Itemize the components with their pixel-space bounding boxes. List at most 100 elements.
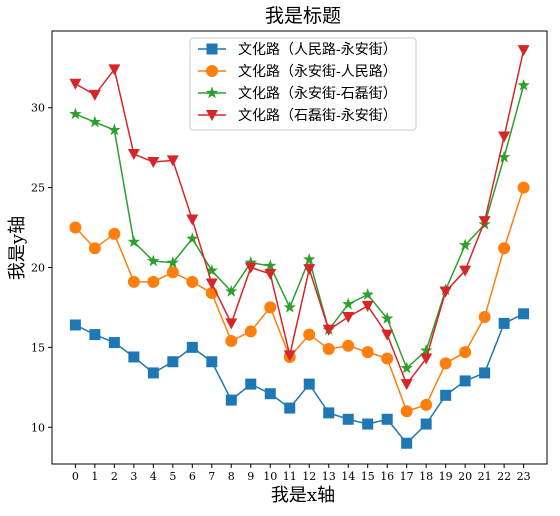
data-point xyxy=(284,402,296,414)
data-point xyxy=(478,311,491,324)
x-tick-label: 1 xyxy=(91,470,98,483)
data-point xyxy=(459,265,472,277)
data-point xyxy=(303,264,316,276)
legend-marker xyxy=(206,43,218,55)
data-point xyxy=(303,328,316,341)
legend-box xyxy=(189,37,417,131)
data-point xyxy=(108,123,121,136)
data-point xyxy=(264,388,276,400)
legend-item: 文化路（石磊街-永安街） xyxy=(198,108,397,124)
legend-marker xyxy=(206,65,218,77)
data-point xyxy=(381,352,394,365)
legend-marker xyxy=(205,86,219,99)
legend-item: 文化路（永安街-人民路） xyxy=(198,64,397,80)
data-point xyxy=(147,157,160,169)
data-point xyxy=(303,378,315,390)
data-point xyxy=(244,256,257,268)
x-tick-label: 8 xyxy=(228,470,235,483)
data-point xyxy=(323,407,335,419)
data-point xyxy=(381,413,393,425)
data-point xyxy=(498,242,511,255)
x-tick-label: 3 xyxy=(130,470,137,483)
series-line xyxy=(74,187,525,413)
x-tick-label: 12 xyxy=(302,470,316,483)
x-tick-label: 4 xyxy=(150,470,157,483)
chart-title: 我是标题 xyxy=(265,5,341,27)
x-tick-label: 10 xyxy=(263,470,277,483)
data-point xyxy=(186,341,198,353)
legend-label: 文化路（永安街-石磊街） xyxy=(238,86,397,102)
data-point xyxy=(225,318,238,330)
data-point xyxy=(498,131,511,143)
data-point xyxy=(127,275,140,288)
y-axis: 10 15 20 25 30 xyxy=(31,102,52,434)
data-point xyxy=(419,344,433,356)
data-point xyxy=(147,254,160,267)
data-point xyxy=(127,149,140,161)
x-axis: 0 1 2 3 4 5 6 7 8 9 10 11 12 13 14 15 16 17 18 19 20 21 22 23 xyxy=(72,464,531,483)
data-point xyxy=(381,329,394,341)
data-point xyxy=(69,78,82,90)
data-point xyxy=(439,286,452,298)
data-point xyxy=(166,256,180,268)
data-point xyxy=(88,89,101,101)
x-tick-label: 9 xyxy=(247,470,254,483)
y-axis-label: 我是y轴 xyxy=(7,216,28,280)
x-tick-label: 20 xyxy=(458,470,472,483)
data-point xyxy=(459,375,471,387)
data-point xyxy=(147,367,159,379)
data-point xyxy=(186,232,199,244)
data-point xyxy=(361,300,374,312)
series-2 xyxy=(69,181,530,418)
data-point xyxy=(69,107,82,120)
data-point xyxy=(478,216,491,228)
data-point xyxy=(244,325,257,338)
x-axis-label: 我是x轴 xyxy=(271,485,335,506)
data-point xyxy=(361,346,374,359)
data-point xyxy=(342,339,355,352)
data-point xyxy=(479,367,491,379)
data-point xyxy=(88,115,102,128)
x-tick-label: 7 xyxy=(208,470,215,483)
data-point xyxy=(342,413,354,425)
data-point xyxy=(108,337,120,349)
data-point xyxy=(322,324,335,336)
x-tick-label: 13 xyxy=(322,470,336,483)
x-tick-label: 23 xyxy=(517,470,531,483)
data-point xyxy=(264,268,277,280)
data-point xyxy=(186,275,199,288)
data-point xyxy=(439,357,452,370)
x-tick-label: 17 xyxy=(400,470,414,483)
data-point xyxy=(205,264,218,276)
legend-item: 文化路（人民路-永安街） xyxy=(198,42,397,58)
data-point xyxy=(108,64,121,76)
y-tick-label: 30 xyxy=(31,102,45,115)
x-tick-label: 11 xyxy=(283,470,297,483)
data-point xyxy=(244,262,257,274)
legend-marker xyxy=(206,110,218,121)
data-point xyxy=(400,379,413,391)
data-point xyxy=(303,252,316,265)
data-point xyxy=(517,45,530,57)
data-point xyxy=(517,78,530,91)
x-tick-label: 15 xyxy=(361,470,375,483)
legend-label: 文化路（永安街-人民路） xyxy=(238,64,397,80)
x-tick-label: 2 xyxy=(111,470,118,483)
plot-frame xyxy=(51,30,548,465)
data-point xyxy=(362,418,374,430)
data-point xyxy=(400,405,413,418)
data-point xyxy=(420,398,433,411)
data-point xyxy=(186,214,199,226)
data-point xyxy=(166,155,179,167)
data-point xyxy=(264,259,277,272)
data-point xyxy=(167,356,179,368)
x-tick-label: 21 xyxy=(478,470,492,483)
data-point xyxy=(88,242,101,255)
data-point xyxy=(361,288,374,300)
y-tick-label: 20 xyxy=(31,261,45,274)
data-point xyxy=(420,418,432,430)
data-point xyxy=(205,278,218,290)
data-point xyxy=(283,350,296,362)
